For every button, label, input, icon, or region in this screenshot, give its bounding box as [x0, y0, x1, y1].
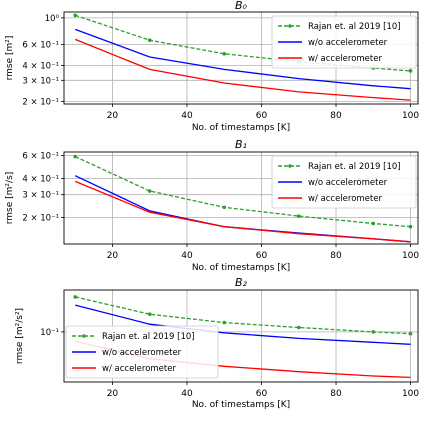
- y-tick-label: 6 × 10⁻¹: [22, 40, 59, 50]
- data-point-marker: [73, 13, 77, 18]
- y-tick-label: 10⁰: [45, 14, 60, 24]
- x-tick-label: 20: [107, 251, 119, 261]
- series-line-1: [74, 28, 411, 90]
- series-line-2: [74, 38, 411, 101]
- y-tick-label: 6 × 10⁻¹: [22, 152, 59, 162]
- x-tick-label: 40: [181, 111, 193, 121]
- x-tick-label: 80: [330, 111, 342, 121]
- x-tick-label: 100: [402, 111, 419, 121]
- legend-label-1: w/o accelerometer: [308, 178, 388, 188]
- axes-frame: [63, 151, 419, 245]
- x-axis-label: No. of timestamps [K]: [192, 400, 290, 410]
- data-point-marker: [296, 325, 301, 330]
- legend-marker: [82, 334, 86, 338]
- y-tick-label: 10⁻¹: [40, 328, 59, 338]
- series-line-0: [74, 156, 411, 228]
- x-tick-label: 80: [330, 251, 342, 261]
- legend-label-0: Rajan et. al 2019 [10]: [102, 332, 195, 342]
- x-tick-label: 80: [330, 389, 342, 399]
- legend-box: [65, 325, 219, 379]
- legend-label-2: w/ accelerometer: [308, 54, 382, 64]
- x-tick-label: 60: [256, 389, 268, 399]
- series-line-2: [74, 180, 411, 243]
- legend-box: [271, 155, 417, 209]
- data-point-marker: [371, 330, 376, 334]
- legend-label-2: w/ accelerometer: [308, 194, 382, 204]
- y-axis-label: rmse [m²/s²]: [15, 308, 25, 364]
- chart-title: B₂: [235, 276, 248, 289]
- y-tick-label: 3 × 10⁻¹: [22, 76, 59, 86]
- data-point-marker: [73, 154, 77, 159]
- y-tick-label: 2 × 10⁻¹: [22, 214, 59, 224]
- legend-marker: [288, 24, 292, 28]
- legend-label-1: w/o accelerometer: [308, 38, 388, 48]
- x-tick-label: 100: [402, 389, 419, 399]
- legend-marker: [288, 164, 292, 168]
- chart-panel-2: 20 40 60 80 100 10⁻¹ B₂ No. of timestamps [K] rm…: [15, 276, 419, 410]
- x-tick-label: 100: [402, 251, 419, 261]
- legend-label-0: Rajan et. al 2019 [10]: [308, 162, 401, 172]
- y-tick-label: 2 × 10⁻¹: [22, 97, 59, 107]
- data-point-marker: [73, 295, 77, 299]
- data-point-marker: [371, 221, 376, 226]
- series-line-0: [75, 296, 411, 335]
- data-point-marker: [408, 331, 413, 336]
- data-point-marker: [222, 205, 227, 210]
- chart-panel-0: 20 40 60 80 100 2 × 10⁻¹ 3 × 10⁻¹ 4 × 10⁻¹ 6 × 1…: [5, 0, 419, 133]
- chart-title: B₁: [235, 138, 247, 151]
- axes-frame: [63, 289, 419, 383]
- x-tick-label: 20: [107, 389, 119, 399]
- series-line-1: [75, 304, 411, 345]
- legend-label-0: Rajan et. al 2019 [10]: [308, 22, 401, 32]
- legend-box: [271, 15, 417, 69]
- data-point-marker: [147, 189, 152, 193]
- data-point-marker: [147, 312, 152, 316]
- x-axis-label: No. of timestamps [K]: [192, 263, 290, 273]
- y-axis-label: rmse [m²]: [5, 36, 15, 81]
- chart-panel-1: 20 40 60 80 100 2 × 10⁻¹ 3 × 10⁻¹ 4 × 10⁻¹ 6 × 1…: [5, 138, 419, 273]
- x-tick-label: 20: [107, 111, 119, 121]
- y-tick-label: 4 × 10⁻¹: [22, 174, 59, 184]
- data-point-marker: [408, 69, 413, 73]
- chart-title: B₀: [235, 0, 248, 12]
- data-point-marker: [408, 224, 413, 229]
- x-tick-label: 40: [181, 251, 193, 261]
- x-tick-label: 40: [181, 389, 193, 399]
- data-point-marker: [296, 214, 301, 218]
- data-point-marker: [222, 320, 227, 325]
- legend-label-1: w/o accelerometer: [102, 348, 182, 358]
- x-tick-label: 60: [256, 111, 268, 121]
- legend-label-2: w/ accelerometer: [102, 364, 176, 374]
- data-point-marker: [222, 52, 227, 56]
- axes-frame: [63, 11, 419, 105]
- y-axis-label: rmse [m²/s]: [5, 172, 15, 225]
- x-axis-label: No. of timestamps [K]: [192, 123, 290, 133]
- y-tick-label: 4 × 10⁻¹: [22, 61, 59, 71]
- y-tick-label: 3 × 10⁻¹: [22, 191, 59, 201]
- data-point-marker: [147, 38, 152, 43]
- x-tick-label: 60: [256, 251, 268, 261]
